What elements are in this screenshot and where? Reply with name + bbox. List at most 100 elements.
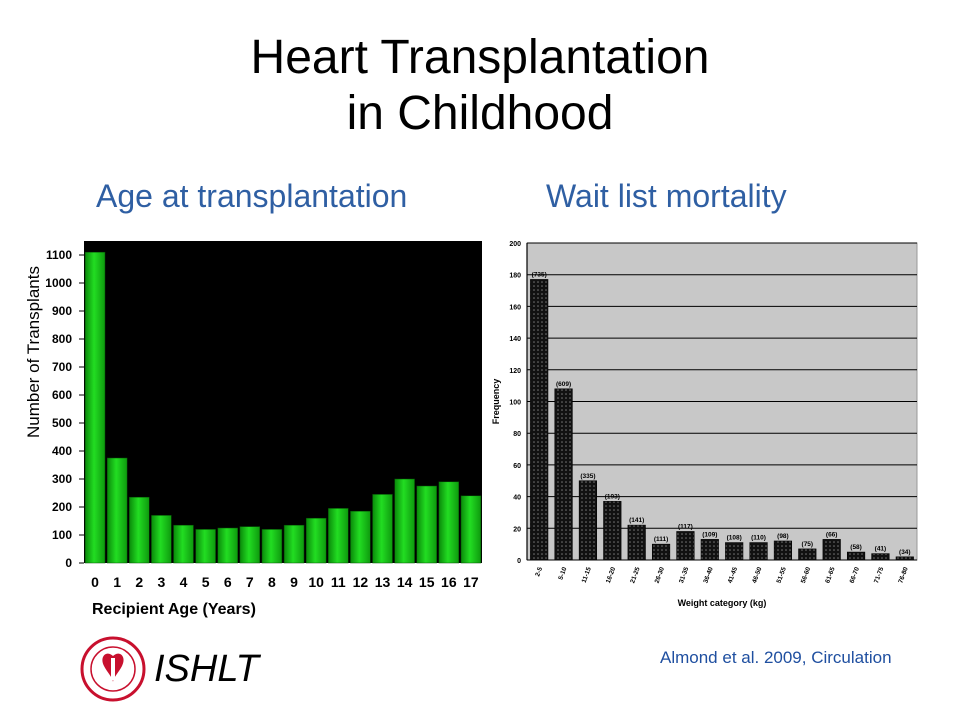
chart1-bar: [151, 515, 172, 564]
chart2-bar: [895, 556, 914, 561]
chart2-x-tick-label: 71-75: [873, 566, 885, 584]
chart2-x-tick-label: 11-15: [581, 566, 593, 584]
chart1-bar: [195, 529, 216, 564]
chart2-x-tick-label: 31-35: [678, 566, 690, 584]
chart1-y-tick-label: 1100: [46, 248, 72, 262]
chart1-x-tick-label: 14: [397, 574, 413, 590]
chart1-x-tick-label: 1: [113, 574, 121, 590]
chart2-bar: [749, 542, 768, 561]
ishlt-logo-icon: [80, 636, 146, 707]
chart1-x-tick-label: 17: [463, 574, 479, 590]
chart1-x-tick-label: 7: [246, 574, 254, 590]
chart2-bar: [530, 279, 549, 561]
chart2-y-tick-label: 120: [509, 368, 521, 375]
chart1-x-tick-label: 15: [419, 574, 435, 590]
chart2-x-tick-label: 36-40: [702, 566, 714, 584]
chart2-x-tick-label: 16-20: [605, 566, 617, 584]
chart2-bar: [846, 551, 866, 561]
chart1-bar: [305, 517, 327, 564]
chart2-y-tick-label: 200: [509, 241, 521, 248]
chart1-x-tick-label: 2: [135, 574, 143, 590]
chart2-bar-data-label: (335): [580, 473, 595, 480]
chart2-bar-data-label: (34): [899, 549, 911, 556]
chart2-x-tick-label: 26-30: [654, 566, 666, 584]
chart1-x-tick-label: 9: [290, 574, 298, 590]
chart1-bar: [217, 527, 238, 564]
chart1-bar: [372, 494, 393, 564]
chart1-y-tick-label: 400: [52, 444, 72, 458]
chart1-bar: [438, 481, 460, 564]
chart2-y-tick-label: 160: [509, 304, 521, 311]
chart1-x-tick-label: 12: [353, 574, 369, 590]
chart1-y-tick-label: 800: [52, 332, 72, 346]
chart2-x-tick-label: 76-80: [897, 566, 909, 584]
chart2-y-tick-label: 60: [513, 463, 521, 470]
chart1-y-tick-label: 1000: [45, 276, 72, 290]
chart2-bar-data-label: (141): [629, 517, 644, 524]
chart2-bar-data-label: (75): [802, 541, 814, 548]
chart2-y-tick-label: 40: [513, 495, 521, 502]
title-line-1: Heart Transplantation: [250, 31, 710, 84]
chart2-bar-data-label: (41): [875, 546, 887, 553]
chart2-bar: [798, 548, 817, 561]
chart1-bar: [84, 251, 106, 564]
chart1-bar: [106, 457, 128, 564]
chart1-x-tick-label: 3: [157, 574, 165, 590]
chart2-x-tick-label: 2-5: [534, 566, 544, 578]
chart1-x-tick-label: 10: [308, 574, 324, 590]
chart2-bar-data-label: (109): [702, 531, 717, 538]
chart1-x-tick-label: 5: [202, 574, 210, 590]
chart1-subtitle: Age at transplantation: [96, 178, 408, 214]
chart2-y-tick-label: 80: [513, 431, 521, 438]
chart2-x-tick-label: 5-10: [557, 566, 568, 581]
chart2-bar-data-label: (66): [826, 531, 838, 538]
chart2-x-tick-label: 56-60: [800, 566, 812, 584]
chart2-bar-data-label: (98): [777, 533, 789, 540]
chart1-bar: [328, 508, 349, 564]
chart1-y-tick-label: 100: [52, 528, 72, 542]
title-line-2: in Childhood: [346, 87, 614, 140]
chart1-y-tick-label: 300: [52, 472, 72, 486]
chart2-y-tick-label: 180: [509, 273, 521, 280]
chart1-y-tick-label: 900: [52, 304, 72, 318]
chart2-subtitle: Wait list mortality: [546, 178, 787, 214]
chart2-bar: [603, 501, 622, 561]
chart1-bar: [173, 524, 194, 564]
chart2-bar-data-label: (108): [727, 535, 742, 542]
chart2-bar: [554, 388, 573, 561]
chart2-y-axis-label: Frequency: [491, 379, 501, 425]
chart2-bar: [676, 531, 695, 561]
chart1-bar: [416, 485, 437, 564]
chart2-x-tick-label: 46-50: [751, 566, 763, 584]
chart2-x-tick-label: 66-70: [849, 566, 861, 584]
chart1-bar: [460, 495, 482, 564]
chart1-bar: [239, 526, 261, 564]
chart1-x-tick-label: 11: [331, 574, 346, 590]
chart2-bar: [651, 543, 671, 561]
chart1-x-tick-label: 8: [268, 574, 276, 590]
chart1-y-tick-label: 200: [52, 500, 72, 514]
chart2-bar: [773, 540, 793, 561]
chart2-y-tick-label: 100: [509, 400, 521, 407]
chart1-bar: [261, 529, 283, 564]
chart1-bar: [129, 496, 150, 564]
chart1-bar: [394, 478, 415, 564]
chart2-bar-data-label: (609): [556, 381, 571, 388]
chart2-bar-data-label: (110): [751, 535, 766, 542]
chart2-x-tick-label: 61-65: [824, 566, 836, 584]
chart2-x-axis-label: Weight category (kg): [678, 598, 767, 608]
chart2-x-tick-label: 41-45: [727, 566, 739, 584]
chart2-bar-data-label: (58): [850, 544, 862, 551]
chart2-bar-data-label: (193): [605, 493, 620, 500]
chart2-bar: [578, 480, 598, 561]
chart1-plot-area: [84, 241, 482, 563]
chart1-bar: [350, 510, 371, 564]
slide-title: Heart Transplantation in Childhood: [0, 30, 960, 142]
org-name: ISHLT: [154, 648, 259, 690]
chart2-y-tick-label: 140: [509, 336, 521, 343]
chart2-bar-data-label: (111): [654, 536, 668, 543]
chart2-y-tick-label: 20: [513, 526, 521, 533]
chart2-y-tick-label: 0: [517, 558, 521, 565]
chart1-y-tick-label: 700: [52, 360, 72, 374]
